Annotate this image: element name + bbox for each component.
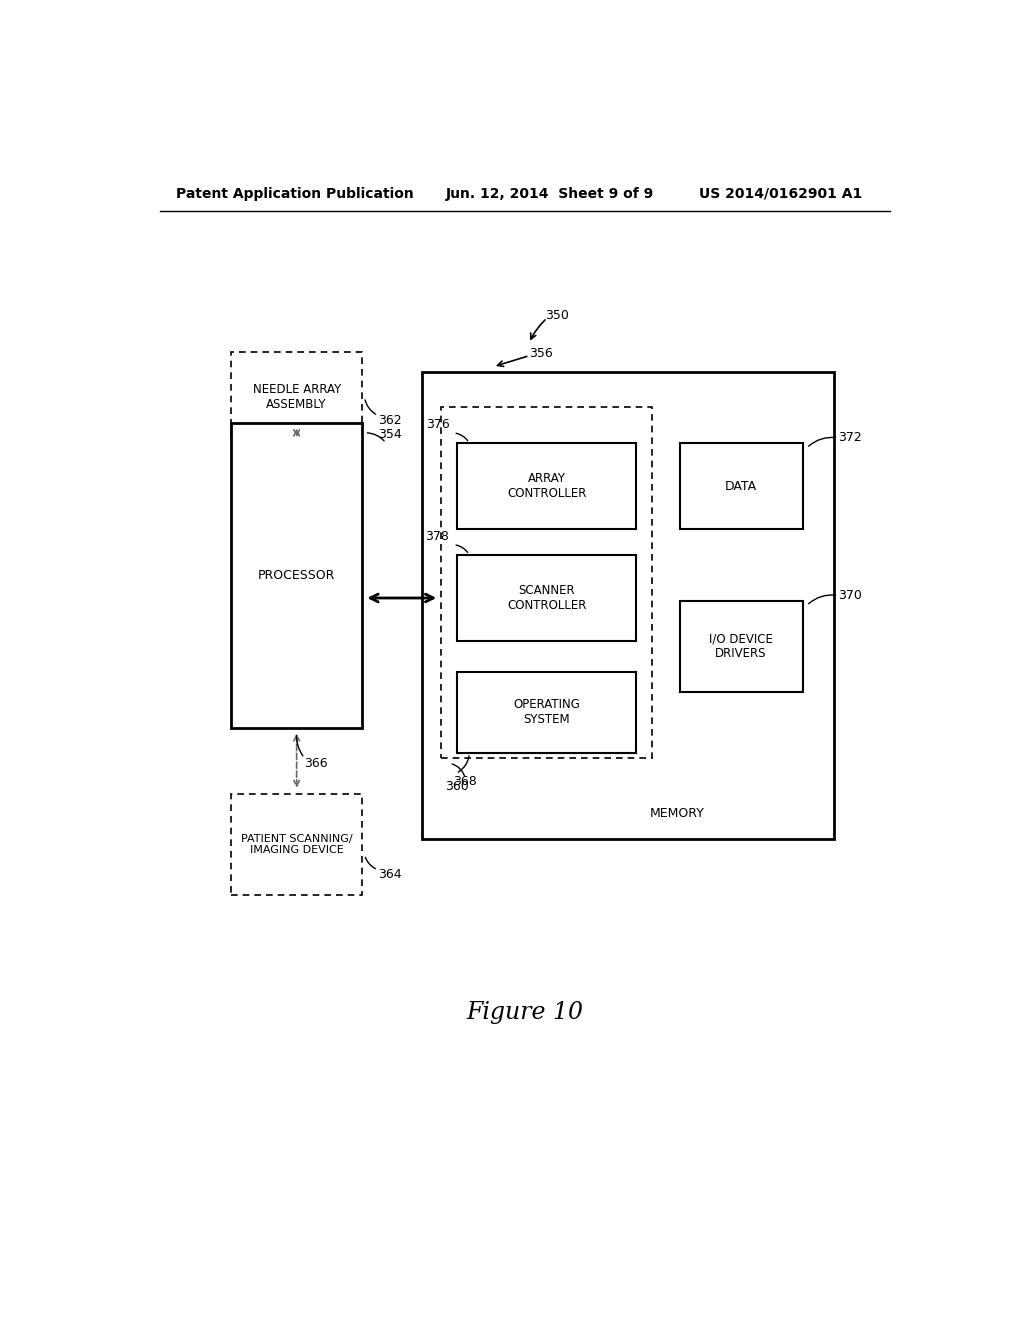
FancyBboxPatch shape	[231, 351, 362, 444]
FancyBboxPatch shape	[231, 422, 362, 727]
Text: 372: 372	[839, 432, 862, 445]
Text: SCANNER
CONTROLLER: SCANNER CONTROLLER	[507, 583, 587, 612]
Text: DATA: DATA	[725, 479, 757, 492]
Text: I/O DEVICE
DRIVERS: I/O DEVICE DRIVERS	[709, 632, 773, 660]
Text: 354: 354	[378, 428, 401, 441]
Text: NEEDLE ARRAY
ASSEMBLY: NEEDLE ARRAY ASSEMBLY	[253, 383, 341, 412]
Text: 370: 370	[839, 589, 862, 602]
FancyBboxPatch shape	[458, 672, 636, 752]
FancyBboxPatch shape	[231, 793, 362, 895]
Text: PATIENT SCANNING/
IMAGING DEVICE: PATIENT SCANNING/ IMAGING DEVICE	[241, 834, 352, 855]
Text: 366: 366	[304, 756, 329, 770]
Text: OPERATING
SYSTEM: OPERATING SYSTEM	[513, 698, 580, 726]
FancyBboxPatch shape	[422, 372, 835, 840]
Text: ARRAY
CONTROLLER: ARRAY CONTROLLER	[507, 473, 587, 500]
Text: 356: 356	[528, 347, 553, 360]
Text: PROCESSOR: PROCESSOR	[258, 569, 335, 582]
Text: Figure 10: Figure 10	[466, 1001, 584, 1024]
Text: Jun. 12, 2014  Sheet 9 of 9: Jun. 12, 2014 Sheet 9 of 9	[445, 187, 653, 201]
FancyBboxPatch shape	[680, 601, 803, 692]
Text: 360: 360	[445, 780, 469, 793]
FancyBboxPatch shape	[680, 444, 803, 529]
Text: 368: 368	[454, 775, 477, 788]
Text: 362: 362	[378, 413, 401, 426]
FancyBboxPatch shape	[458, 554, 636, 642]
Text: US 2014/0162901 A1: US 2014/0162901 A1	[699, 187, 862, 201]
Text: APPLICATION
PROGRAMS: APPLICATION PROGRAMS	[511, 725, 583, 747]
Text: 376: 376	[426, 418, 450, 430]
FancyBboxPatch shape	[458, 444, 636, 529]
Text: 364: 364	[378, 869, 401, 882]
Text: MEMORY: MEMORY	[650, 808, 705, 821]
Text: Patent Application Publication: Patent Application Publication	[176, 187, 414, 201]
Text: 378: 378	[426, 529, 450, 543]
Text: 350: 350	[545, 309, 568, 322]
FancyBboxPatch shape	[441, 408, 652, 758]
